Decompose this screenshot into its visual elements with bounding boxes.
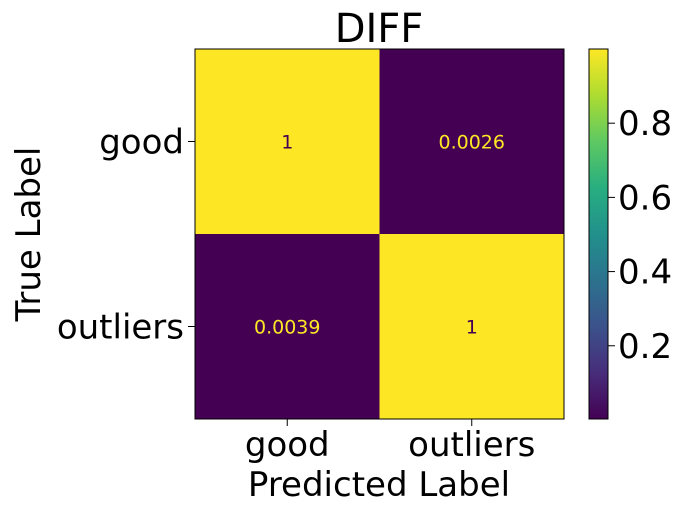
- colorbar-tick-label: 0.4: [618, 253, 672, 293]
- colorbar-tick-label: 0.8: [618, 104, 672, 144]
- heatmap-cells: [195, 49, 565, 420]
- cell-value-label: 0.0026: [439, 132, 505, 154]
- colorbar-tick-label: 0.2: [618, 327, 672, 367]
- heatmap-cell: [195, 234, 380, 420]
- cell-value-label: 1: [466, 317, 478, 339]
- x-axis-ticks: good outliers: [245, 419, 535, 465]
- x-axis-label: Predicted Label: [248, 465, 510, 505]
- y-tick-label: outliers: [57, 308, 184, 348]
- colorbar-ticks: 0.2 0.4 0.6 0.8: [608, 104, 672, 367]
- y-axis-label: True Label: [9, 147, 49, 323]
- colorbar: [588, 48, 609, 420]
- plot-frame: [194, 48, 565, 420]
- chart-title: DIFF: [335, 6, 424, 52]
- x-tick-label: good: [245, 425, 330, 465]
- heatmap-cell: [379, 49, 565, 235]
- heatmap-cell: [195, 49, 380, 235]
- y-axis-ticks: good outliers: [57, 123, 195, 348]
- heatmap-cell-labels: 1 0.0026 0.0039 1: [254, 132, 505, 339]
- heatmap-cell: [379, 234, 565, 420]
- colorbar-tick-label: 0.6: [618, 178, 672, 218]
- cell-value-label: 0.0039: [254, 317, 320, 339]
- y-tick-label: good: [99, 123, 184, 163]
- cell-value-label: 1: [281, 132, 293, 154]
- x-tick-label: outliers: [408, 425, 535, 465]
